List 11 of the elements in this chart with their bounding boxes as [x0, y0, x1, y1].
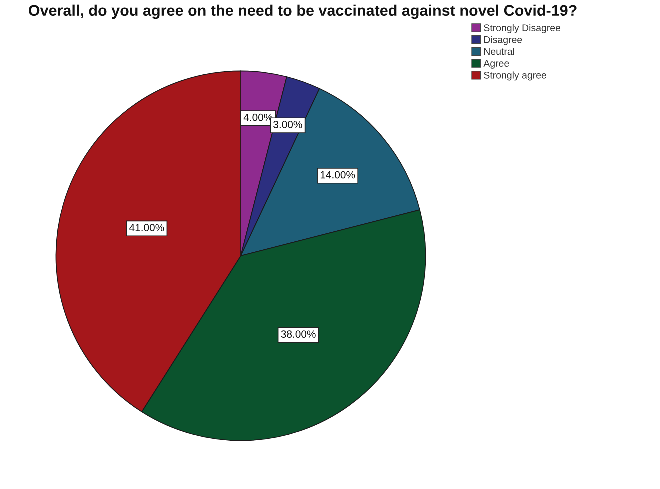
data-label: 38.00% — [281, 330, 316, 338]
data-label: 4.00% — [244, 114, 273, 122]
legend-label: Disagree — [484, 36, 522, 46]
data-label: 14.00% — [320, 171, 356, 179]
legend-label: Agree — [484, 60, 510, 69]
legend-label: Neutral — [484, 48, 514, 56]
chart-title: Overall, do you agree on the need to be vaccinated against novel Covid-19? — [29, 4, 577, 20]
legend-label: Strongly Disagree — [484, 24, 561, 34]
data-label: 41.00% — [130, 224, 164, 232]
legend-label: Strongly agree — [484, 72, 546, 81]
data-label: 3.00% — [274, 121, 302, 128]
